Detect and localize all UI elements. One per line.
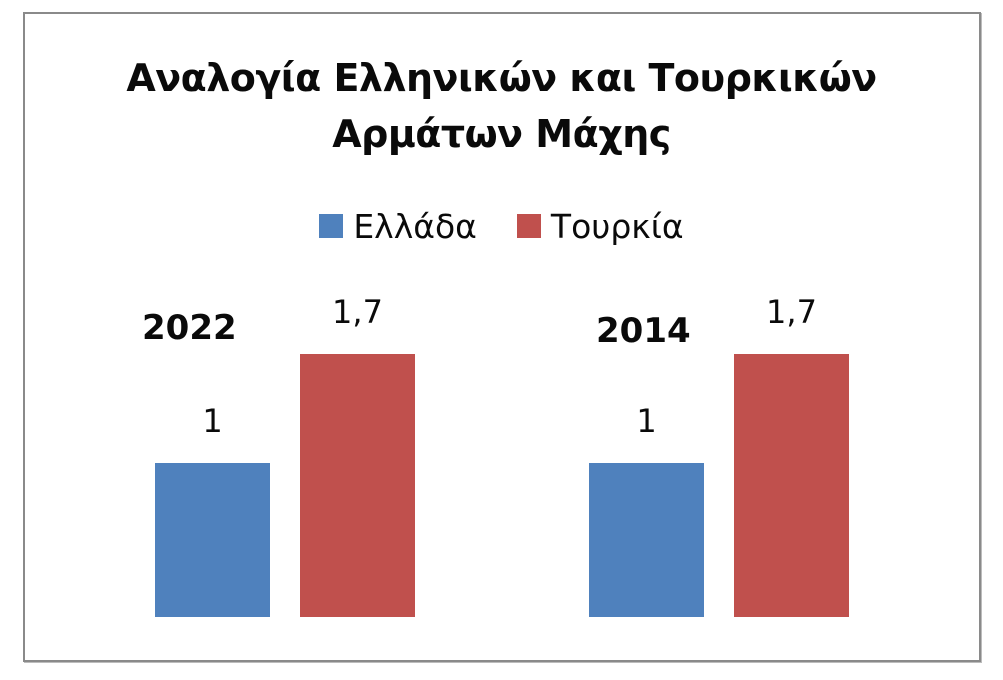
legend-swatch-greece xyxy=(319,214,344,238)
bar-turkey-2022 xyxy=(300,354,415,617)
category-label-2022: 2022 xyxy=(142,308,237,348)
chart-title: Αναλογία Ελληνικών και Τουρκικών Αρμάτων… xyxy=(0,50,1003,162)
chart-legend: Ελλάδα Τουρκία xyxy=(0,204,1003,248)
data-label-greece-2014: 1 xyxy=(636,402,657,440)
data-label-turkey-2014: 1,7 xyxy=(766,293,817,331)
bar-greece-2014 xyxy=(589,463,704,617)
chart-title-line-2: Αρμάτων Μάχης xyxy=(332,112,671,156)
chart-title-line-1: Αναλογία Ελληνικών και Τουρκικών xyxy=(126,56,877,100)
legend-label-greece: Ελλάδα xyxy=(353,206,477,246)
bar-turkey-2014 xyxy=(734,354,849,617)
legend-label-turkey: Τουρκία xyxy=(550,206,684,246)
bar-greece-2022 xyxy=(155,463,270,617)
data-label-turkey-2022: 1,7 xyxy=(332,293,383,331)
category-label-2014: 2014 xyxy=(596,311,691,351)
data-label-greece-2022: 1 xyxy=(202,402,223,440)
legend-item-turkey: Τουρκία xyxy=(516,206,684,246)
legend-swatch-turkey xyxy=(516,214,541,238)
legend-item-greece: Ελλάδα xyxy=(319,207,477,246)
